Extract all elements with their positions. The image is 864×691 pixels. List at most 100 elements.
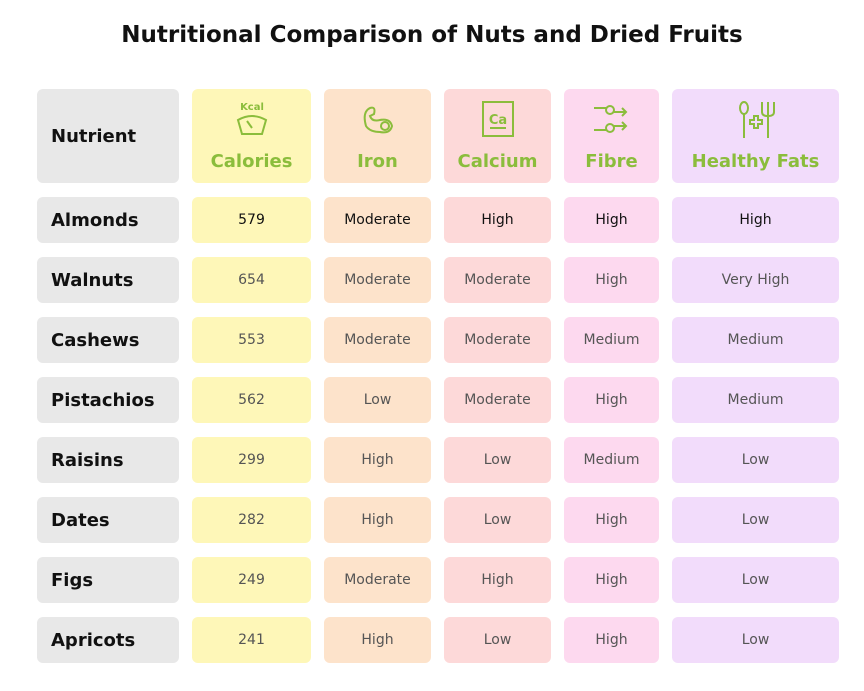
fibre-arrows-icon <box>592 100 632 151</box>
row-label-cell: Almonds <box>37 197 179 243</box>
table-cell: Low <box>324 377 431 423</box>
table-cell: Low <box>672 557 839 603</box>
cell-value: Medium <box>583 332 640 348</box>
table-cell: Moderate <box>324 317 431 363</box>
column-header-calcium: Ca Calcium <box>444 89 551 183</box>
table-cell: High <box>564 557 659 603</box>
cell-value: High <box>595 572 628 588</box>
table-cell: Very High <box>672 257 839 303</box>
cell-value: Moderate <box>344 572 411 588</box>
column-header-label: Fibre <box>585 151 638 172</box>
table-cell: Low <box>444 437 551 483</box>
table-cell: High <box>564 497 659 543</box>
cell-value: 553 <box>238 332 265 348</box>
table-cell: Medium <box>564 437 659 483</box>
table-cell: High <box>564 617 659 663</box>
column-header-healthy-fats: Healthy Fats <box>672 89 839 183</box>
cell-value: Medium <box>727 332 784 348</box>
cell-value: High <box>481 212 514 228</box>
table-cell: 249 <box>192 557 311 603</box>
row-label: Raisins <box>51 449 124 471</box>
cell-value: High <box>595 392 628 408</box>
cell-value: 654 <box>238 272 265 288</box>
table-cell: Low <box>672 617 839 663</box>
header-label: Nutrient <box>51 125 137 147</box>
row-label-cell: Dates <box>37 497 179 543</box>
table-cell: 579 <box>192 197 311 243</box>
cell-value: High <box>361 452 394 468</box>
cell-value: High <box>481 572 514 588</box>
table-cell: 654 <box>192 257 311 303</box>
cell-value: Moderate <box>464 272 531 288</box>
table-cell: High <box>564 377 659 423</box>
table-cell: Moderate <box>324 197 431 243</box>
cell-value: Low <box>363 392 392 408</box>
cell-value: Low <box>483 512 512 528</box>
table-cell: Low <box>672 497 839 543</box>
row-label: Figs <box>51 569 94 591</box>
page-title: Nutritional Comparison of Nuts and Dried… <box>121 22 743 48</box>
cell-value: 562 <box>238 392 265 408</box>
cell-value: High <box>595 632 628 648</box>
table-cell: High <box>672 197 839 243</box>
cell-value: Moderate <box>464 332 531 348</box>
cell-value: High <box>595 272 628 288</box>
table-cell: 241 <box>192 617 311 663</box>
column-header-label: Calcium <box>457 151 538 172</box>
table-cell: Moderate <box>324 257 431 303</box>
table-cell: Medium <box>672 317 839 363</box>
table-cell: Moderate <box>324 557 431 603</box>
cell-value: Low <box>483 452 512 468</box>
cell-value: Moderate <box>344 272 411 288</box>
row-label: Almonds <box>51 209 139 231</box>
table-cell: 282 <box>192 497 311 543</box>
cell-value: 299 <box>238 452 265 468</box>
table-cell: 562 <box>192 377 311 423</box>
column-header-label: Iron <box>357 151 398 172</box>
table-cell: Low <box>672 437 839 483</box>
table-cell: High <box>324 437 431 483</box>
cell-value: High <box>595 212 628 228</box>
table-cell: Moderate <box>444 377 551 423</box>
table-cell: Medium <box>564 317 659 363</box>
table-cell: High <box>324 617 431 663</box>
cell-value: High <box>595 512 628 528</box>
column-header-fibre: Fibre <box>564 89 659 183</box>
cell-value: High <box>739 212 772 228</box>
utensils-health-icon <box>736 100 776 151</box>
cell-value: Low <box>741 452 770 468</box>
column-header-label: Healthy Fats <box>691 151 820 172</box>
row-label: Walnuts <box>51 269 134 291</box>
table-cell: Medium <box>672 377 839 423</box>
table-cell: High <box>444 557 551 603</box>
row-label-cell: Walnuts <box>37 257 179 303</box>
row-label-cell: Raisins <box>37 437 179 483</box>
header-label-cell: Nutrient <box>37 89 179 183</box>
cell-value: Low <box>741 572 770 588</box>
cell-value: 241 <box>238 632 265 648</box>
row-label-cell: Figs <box>37 557 179 603</box>
row-label-cell: Pistachios <box>37 377 179 423</box>
table-cell: Low <box>444 617 551 663</box>
row-label: Cashews <box>51 329 140 351</box>
cell-value: High <box>361 512 394 528</box>
table-cell: 553 <box>192 317 311 363</box>
table-cell: 299 <box>192 437 311 483</box>
cell-value: Moderate <box>344 332 411 348</box>
column-header-calories: Kcal Calories <box>192 89 311 183</box>
cell-value: Moderate <box>344 212 411 228</box>
cell-value: Low <box>741 512 770 528</box>
column-header-label: Calories <box>210 151 293 172</box>
svg-text:Ca: Ca <box>488 113 506 128</box>
row-label-cell: Apricots <box>37 617 179 663</box>
table-cell: Moderate <box>444 257 551 303</box>
svg-text:Kcal: Kcal <box>240 102 264 113</box>
scale-kcal-icon: Kcal <box>232 100 272 151</box>
row-label-cell: Cashews <box>37 317 179 363</box>
cell-value: 282 <box>238 512 265 528</box>
cell-value: High <box>361 632 394 648</box>
cell-value: Low <box>483 632 512 648</box>
column-header-iron: Iron <box>324 89 431 183</box>
cell-value: Medium <box>727 392 784 408</box>
table-cell: Low <box>444 497 551 543</box>
